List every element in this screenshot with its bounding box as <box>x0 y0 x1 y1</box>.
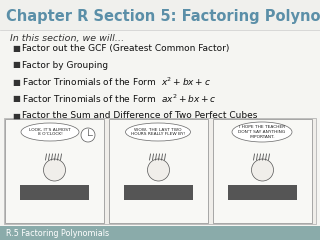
Text: ■: ■ <box>12 95 20 103</box>
Text: Factor by Grouping: Factor by Grouping <box>22 60 108 70</box>
Text: ■: ■ <box>12 112 20 120</box>
Ellipse shape <box>252 159 274 181</box>
Text: In this section, we will…: In this section, we will… <box>10 34 124 42</box>
Bar <box>0 0 320 30</box>
Text: ■: ■ <box>12 60 20 70</box>
Bar <box>4 118 316 224</box>
Text: R.5 Factoring Polynomials: R.5 Factoring Polynomials <box>6 228 109 238</box>
Text: ■: ■ <box>12 78 20 86</box>
Text: Factor Trinomials of the Form  $ax^2 +bx+c$: Factor Trinomials of the Form $ax^2 +bx+… <box>22 93 217 105</box>
Text: Factor out the GCF (Greatest Common Factor): Factor out the GCF (Greatest Common Fact… <box>22 43 229 53</box>
Bar <box>213 119 312 223</box>
Ellipse shape <box>44 159 66 181</box>
Bar <box>0 226 320 240</box>
Bar <box>5 119 104 223</box>
Ellipse shape <box>125 123 190 141</box>
Text: I HOPE THE TEACHER
DON'T SAY ANYTHING
IMPORTANT.: I HOPE THE TEACHER DON'T SAY ANYTHING IM… <box>238 125 286 139</box>
Bar <box>109 119 208 223</box>
Text: ■: ■ <box>12 43 20 53</box>
Bar <box>228 185 297 200</box>
Text: Factor Trinomials of the Form  $x^2 +bx+c$: Factor Trinomials of the Form $x^2 +bx+c… <box>22 76 211 88</box>
Ellipse shape <box>148 159 170 181</box>
Ellipse shape <box>232 122 292 142</box>
Text: Factor the Sum and Difference of Two Perfect Cubes: Factor the Sum and Difference of Two Per… <box>22 112 257 120</box>
Bar <box>124 185 193 200</box>
Ellipse shape <box>21 123 79 141</box>
Text: WOW, THE LAST TWO
HOURS REALLY FLEW BY!: WOW, THE LAST TWO HOURS REALLY FLEW BY! <box>131 127 185 137</box>
Text: LOOK, IT'S ALMOST
8 O'CLOCK!: LOOK, IT'S ALMOST 8 O'CLOCK! <box>29 127 71 137</box>
Ellipse shape <box>81 128 95 142</box>
Bar <box>20 185 89 200</box>
Text: Chapter R Section 5: Factoring Polynomials: Chapter R Section 5: Factoring Polynomia… <box>6 10 320 24</box>
